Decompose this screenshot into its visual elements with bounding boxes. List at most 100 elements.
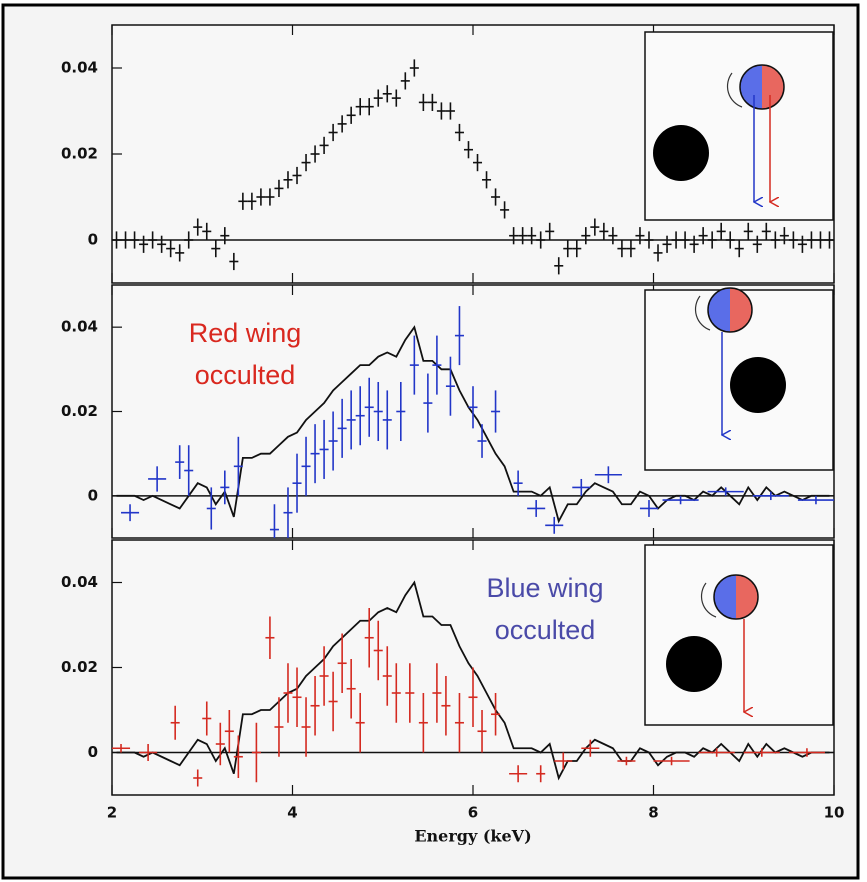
error-bar xyxy=(229,252,239,271)
inset xyxy=(644,544,834,726)
error-bar xyxy=(409,59,419,77)
error-bar xyxy=(779,227,789,245)
error-bar xyxy=(509,227,519,245)
rotation xyxy=(726,72,743,108)
error-bar xyxy=(653,244,663,262)
error-bar xyxy=(454,693,464,753)
error-bar xyxy=(463,141,473,159)
error-bar xyxy=(148,231,158,249)
occulter xyxy=(653,125,709,181)
y-tick-label: 0 xyxy=(88,743,98,761)
error-bar xyxy=(617,756,636,766)
error-bar xyxy=(716,222,726,240)
error-bar xyxy=(427,93,437,111)
error-bar xyxy=(626,240,636,258)
error-bar xyxy=(265,616,275,659)
error-bar xyxy=(581,739,600,757)
error-bar xyxy=(373,620,383,681)
error-bar xyxy=(157,235,167,253)
error-bar xyxy=(662,495,699,505)
error-bar xyxy=(477,710,487,753)
error-bar xyxy=(220,227,230,245)
error-bar xyxy=(572,240,582,258)
ball-red xyxy=(730,288,752,332)
error-bar xyxy=(202,701,212,736)
error-bar xyxy=(788,231,798,249)
error-bar xyxy=(441,676,451,736)
annotation: Red wing xyxy=(189,318,302,348)
error-bar xyxy=(594,466,622,484)
error-bar xyxy=(211,240,221,258)
error-bar xyxy=(707,487,744,496)
error-bar xyxy=(662,235,672,253)
error-bar xyxy=(319,646,329,706)
error-bar xyxy=(283,663,293,723)
y-tick-label: 0.04 xyxy=(61,573,98,591)
annotation: occulted xyxy=(195,360,296,390)
error-bar xyxy=(382,390,392,450)
x-tick-label: 4 xyxy=(287,804,297,822)
y-tick-label: 0.04 xyxy=(61,318,98,336)
error-bar xyxy=(554,752,573,770)
error-bar xyxy=(319,419,329,479)
error-bar xyxy=(391,89,401,107)
error-bar xyxy=(644,231,654,249)
error-bar xyxy=(355,693,365,753)
error-bar xyxy=(418,93,428,111)
occulter xyxy=(730,357,786,413)
error-bar xyxy=(432,335,442,395)
error-bar xyxy=(418,693,428,753)
error-bar xyxy=(599,222,609,240)
error-bar xyxy=(256,188,266,206)
ball-red xyxy=(762,65,784,109)
error-bar xyxy=(770,231,780,249)
error-bar xyxy=(671,231,681,249)
x-tick-label: 6 xyxy=(468,804,478,822)
error-bar xyxy=(233,735,243,778)
error-bar xyxy=(337,398,347,458)
y-tick-label: 0 xyxy=(88,231,98,249)
error-bar xyxy=(139,744,158,761)
error-bar xyxy=(752,491,789,501)
error-bar xyxy=(797,495,834,505)
error-bar xyxy=(454,306,464,366)
error-bar xyxy=(310,676,320,736)
error-bar xyxy=(405,663,415,723)
error-bar xyxy=(193,769,203,787)
error-bar xyxy=(233,436,243,496)
error-bar xyxy=(680,231,690,249)
error-bar xyxy=(653,756,690,766)
y-tick-label: 0.02 xyxy=(61,145,98,163)
y-tick-label: 0 xyxy=(88,486,98,504)
error-bar xyxy=(500,201,510,219)
error-bar xyxy=(292,667,302,727)
ball-outline xyxy=(707,287,753,333)
x-tick-label: 2 xyxy=(107,804,117,822)
error-bar xyxy=(815,231,825,249)
error-bar xyxy=(292,453,302,513)
y-tick-label: 0.02 xyxy=(61,402,98,420)
error-bar xyxy=(545,516,564,534)
error-bar xyxy=(468,667,478,727)
error-bar xyxy=(400,72,410,90)
panel: 0 0.02 0.04 xyxy=(61,24,835,284)
error-bar xyxy=(364,98,374,116)
error-bar xyxy=(166,240,176,258)
error-bar xyxy=(432,663,442,723)
error-bar xyxy=(788,748,825,757)
error-bar xyxy=(639,500,659,517)
error-bar xyxy=(301,436,311,496)
error-bar xyxy=(220,470,230,505)
error-bar xyxy=(184,445,194,496)
rotation xyxy=(694,295,711,331)
error-bar xyxy=(698,748,735,757)
error-bar xyxy=(554,257,564,275)
ball-red xyxy=(736,575,758,619)
error-bar xyxy=(806,231,816,249)
error-bar xyxy=(423,373,433,433)
error-bar xyxy=(536,765,546,783)
error-bar xyxy=(752,235,762,253)
error-bar xyxy=(743,748,780,757)
error-bar xyxy=(265,188,275,206)
ball-blue xyxy=(708,288,730,332)
